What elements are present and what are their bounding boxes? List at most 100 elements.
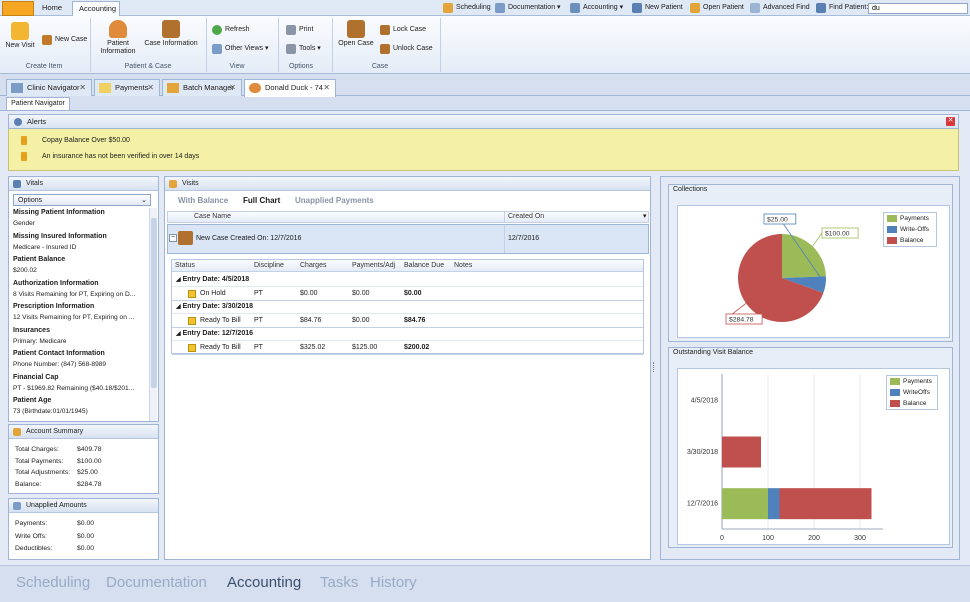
outstanding-panel: Outstanding Visit Balance 0 100 200 300 4/5/… [668,347,953,548]
print-button[interactable]: Print [286,25,313,35]
find-patient-input[interactable] [868,3,968,14]
outstanding-chart-area: 0 100 200 300 4/5/2018 3/30/2018 12/7/2016 Pay… [677,368,950,545]
legend-swatch [887,215,897,222]
close-icon[interactable]: ✕ [147,83,154,92]
nav-scheduling[interactable]: Scheduling [16,574,91,591]
expand-chevron-icon[interactable]: ◢ [176,277,181,283]
doc-tab-patient[interactable]: Donald Duck - 74 ✕ [244,79,336,97]
lock-case-button[interactable]: Lock Case [380,25,426,35]
lock-icon [380,25,390,35]
col-balance-due[interactable]: Balance Due [404,262,445,269]
nav-documentation[interactable]: Documentation [106,574,207,591]
col-payments-adj[interactable]: Payments/Adj [352,262,396,269]
quick-scheduling[interactable]: Scheduling [443,2,491,14]
accounting-icon [570,3,580,13]
outstanding-bar-chart: 0 100 200 300 4/5/2018 3/30/2018 12/7/2016 [687,374,883,542]
filter-with-balance[interactable]: With Balance [178,196,229,205]
filter-full-chart[interactable]: Full Chart [243,196,281,205]
patient-information-button[interactable]: Patient Information [96,20,140,56]
vital-heading: Authorization Information [13,279,99,287]
vital-value: 73 (Birthdate:01/01/1945) [13,408,88,415]
summary-row: Total Charges: $409.78 [15,446,102,453]
new-patient-icon [632,3,642,13]
entry-date: Entry Date: 4/5/2018 [182,276,250,283]
entry-payments: $0.00 [352,317,370,324]
visits-icon [169,180,177,188]
pie-data-label: $25.00 [767,217,788,224]
quick-advanced-find[interactable]: Advanced Find [750,2,810,14]
doc-tab-clinic-navigator[interactable]: Clinic Navigator ✕ [6,79,92,96]
filter-unapplied-payments[interactable]: Unapplied Payments [295,196,374,205]
close-icon[interactable]: ✕ [946,117,955,126]
other-views-button[interactable]: Other Views ▾ [212,44,268,54]
unlock-case-button[interactable]: Unlock Case [380,44,433,54]
col-discipline[interactable]: Discipline [254,262,284,269]
refresh-button[interactable]: Refresh [212,25,250,35]
group-label-create: Create Item [25,63,63,70]
col-case-name[interactable]: Case Name [194,213,231,220]
alerts-header: Alerts ✕ [8,114,959,129]
open-patient-icon [690,3,700,13]
new-case-button[interactable]: New Case [42,35,87,45]
nav-accounting[interactable]: Accounting [227,574,302,591]
unapplied-amounts-panel: Unapplied Amounts Payments: $0.00 Write Of… [8,498,159,560]
case-row[interactable]: − New Case Created On: 12/7/2016 12/7/20… [167,224,649,254]
collapse-icon[interactable]: − [169,234,177,242]
scrollbar-thumb[interactable] [151,218,157,388]
col-status[interactable]: Status [175,262,195,269]
col-created-on[interactable]: Created On [508,213,545,220]
printer-icon [286,25,296,35]
new-visit-button[interactable]: New Visit [4,20,36,50]
vital-heading: Missing Patient Information [13,209,105,216]
expand-chevron-icon[interactable]: ◢ [176,331,181,337]
summary-row: Payments: $0.00 [15,520,94,527]
quick-open-patient[interactable]: Open Patient [690,2,744,14]
app-menu-button[interactable] [2,1,34,16]
doc-tab-payments[interactable]: Payments ✕ [94,79,160,96]
summary-row: Write Offs: $0.00 [15,533,94,540]
entry-status: Ready To Bill [200,317,241,324]
summary-label: Total Charges: [15,446,59,453]
expand-chevron-icon[interactable]: ◢ [176,304,181,310]
vital-heading: Missing Insured Information [13,232,107,240]
y-tick-label: 4/5/2018 [691,397,718,404]
legend-swatch [887,226,897,233]
vitals-options-dropdown[interactable]: Options ⌄ [13,194,151,206]
quick-documentation[interactable]: Documentation ▾ [495,2,561,14]
nav-history[interactable]: History [370,574,417,591]
legend-swatch [890,389,900,396]
ribbon: New Visit New Case Create Item Patient I… [0,16,970,74]
group-label-view: View [229,63,245,70]
close-icon[interactable]: ✕ [229,83,236,92]
summary-row: Total Adjustments: $25.00 [15,469,98,476]
open-case-button[interactable]: Open Case [338,20,374,48]
doc-tab-batch-manager[interactable]: Batch Manager ✕ [162,79,242,96]
group-label-patient-case: Patient & Case [124,63,172,70]
col-charges[interactable]: Charges [300,262,327,269]
case-information-button[interactable]: Case Information [143,20,199,48]
entry-row[interactable]: Ready To Bill PT $325.02 $125.00 $200.02 [172,341,643,355]
ribbon-tab-home[interactable]: Home [42,3,63,12]
entry-group-row[interactable]: ◢ Entry Date: 12/7/2016 [172,328,643,341]
entry-row[interactable]: Ready To Bill PT $84.76 $0.00 $84.76 [172,314,643,328]
splitter-handle[interactable] [653,362,656,372]
pie-slice-balance [738,234,824,322]
col-notes[interactable]: Notes [454,262,473,269]
entry-group-row[interactable]: ◢ Entry Date: 3/30/2018 [172,301,643,314]
vital-heading: Insurances [13,326,50,334]
case-grid-header: Case Name Created On ▾ [167,211,649,223]
quick-accounting[interactable]: Accounting ▾ [570,2,623,14]
vitals-scrollbar[interactable] [149,208,157,421]
tab-patient-navigator[interactable]: Patient Navigator [6,97,70,110]
close-icon[interactable]: ✕ [323,83,330,92]
legend-payments: Payments [884,213,936,224]
quick-new-patient[interactable]: New Patient [632,2,683,14]
close-icon[interactable]: ✕ [79,83,86,92]
nav-tasks[interactable]: Tasks [320,574,359,591]
entry-row[interactable]: On Hold PT $0.00 $0.00 $0.00 [172,287,643,301]
entry-group-row[interactable]: ◢ Entry Date: 4/5/2018 [172,274,643,287]
tools-button[interactable]: Tools ▾ [286,44,321,54]
ribbon-tab-accounting[interactable]: Accounting [72,1,120,17]
clinic-icon [11,83,23,93]
title-bar: Home Accounting Scheduling Documentation… [0,0,970,17]
